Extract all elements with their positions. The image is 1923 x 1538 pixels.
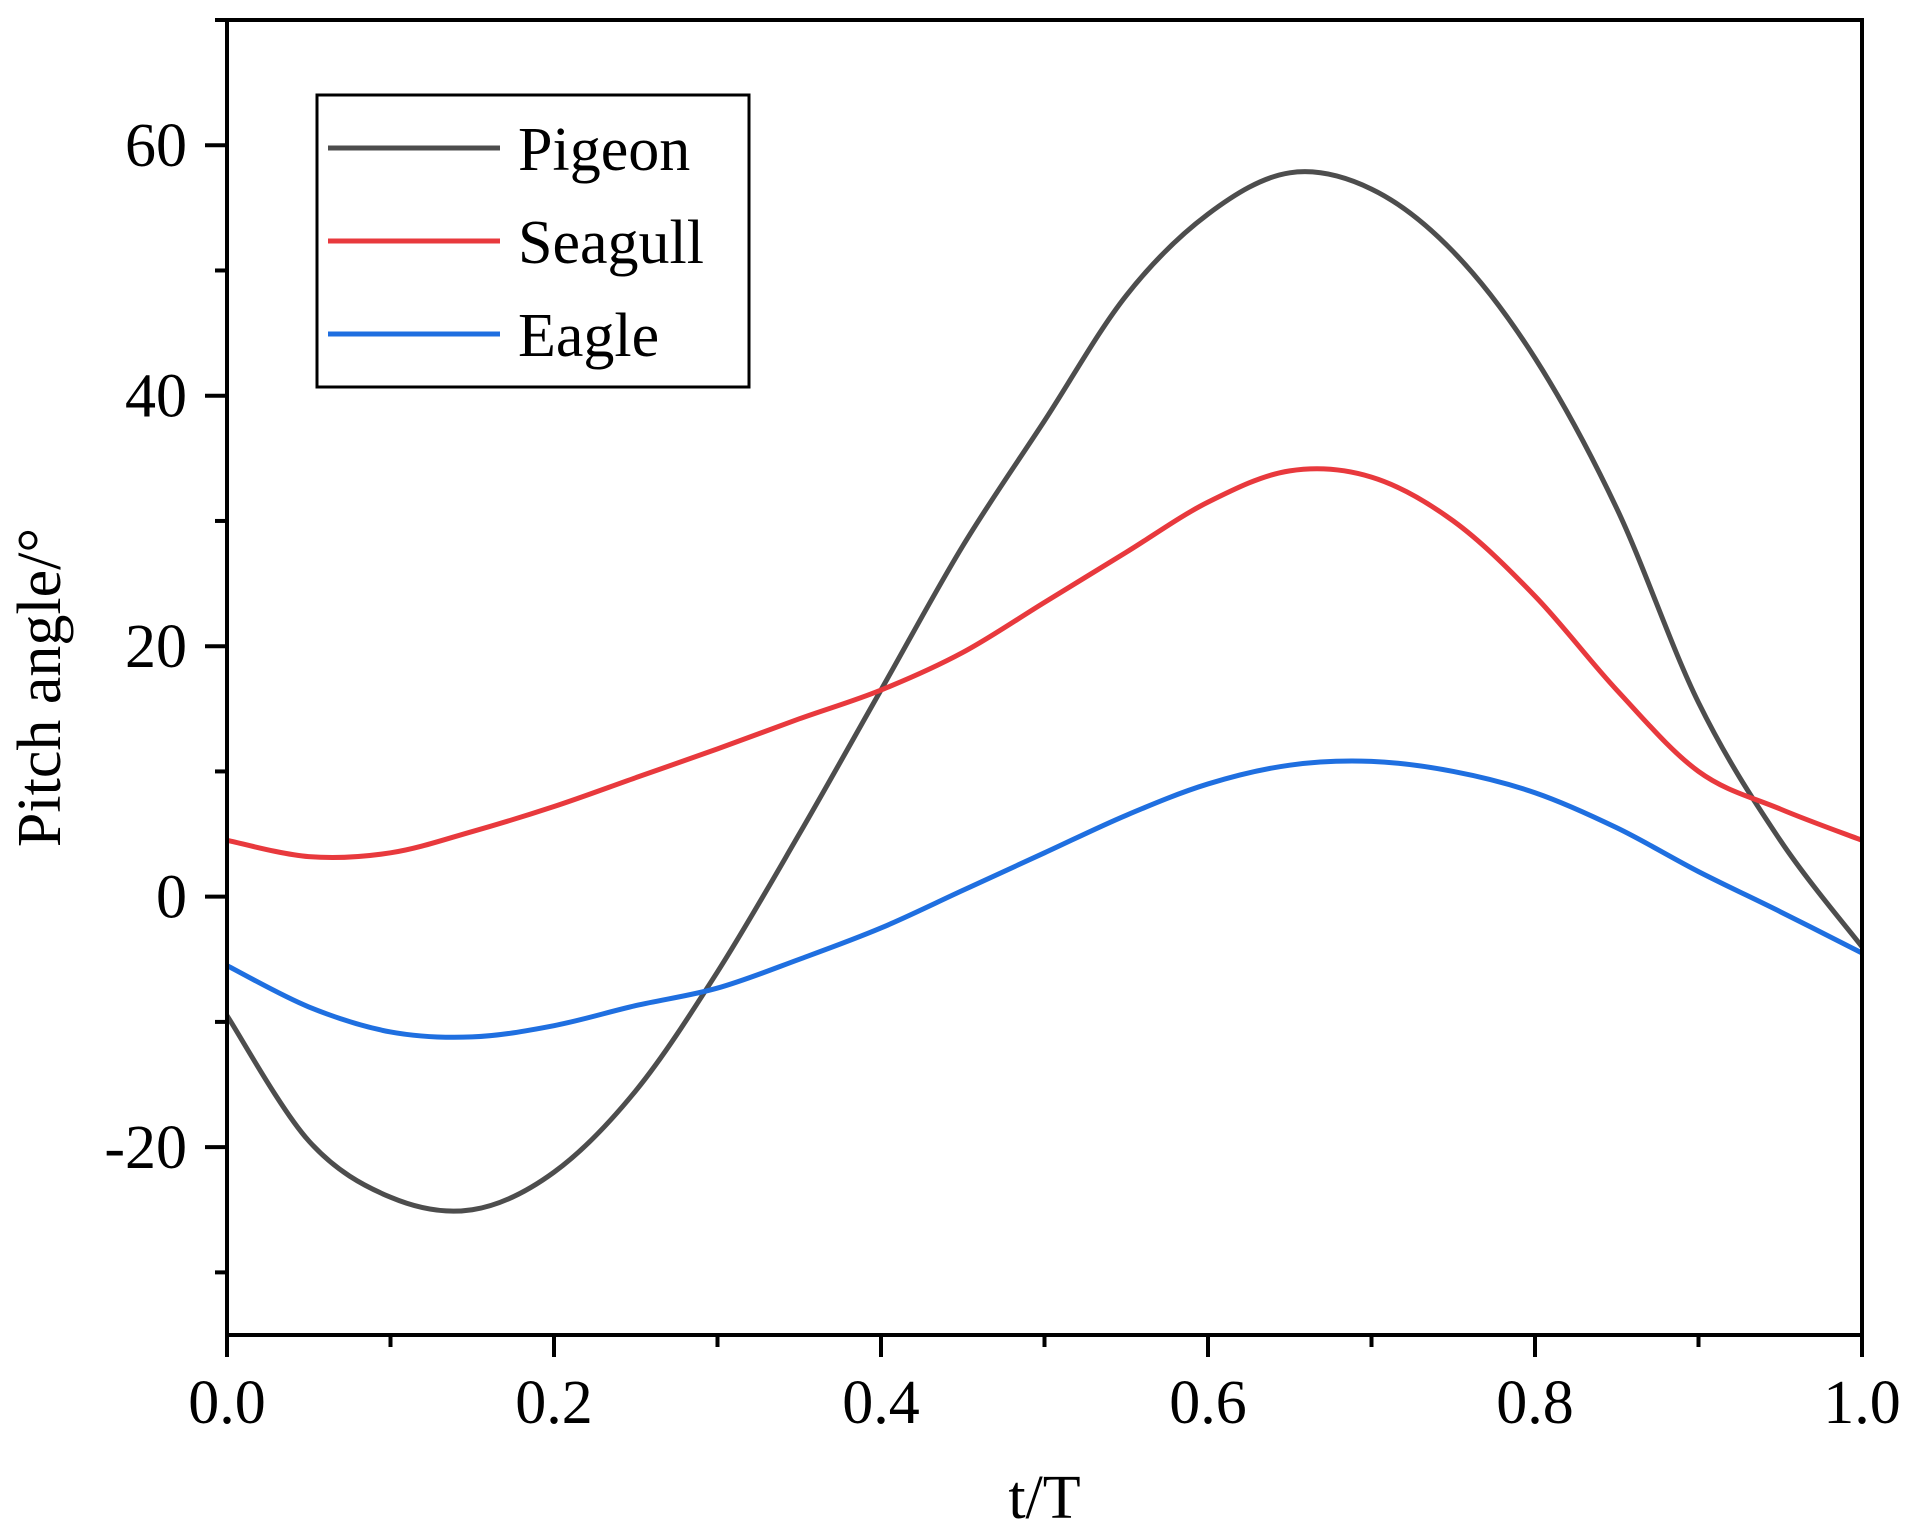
y-tick-label: 20 bbox=[125, 613, 187, 681]
y-tick-label: 60 bbox=[125, 112, 187, 180]
y-tick-label: 0 bbox=[156, 864, 187, 932]
legend-label-eagle: Eagle bbox=[518, 302, 659, 370]
legend-entry-seagull: Seagull bbox=[328, 209, 704, 277]
series-line-eagle bbox=[227, 758, 1862, 1040]
y-tick-label: 40 bbox=[125, 363, 187, 431]
x-tick-label: 0.8 bbox=[1496, 1369, 1574, 1437]
x-tick-label: 0.4 bbox=[842, 1369, 920, 1437]
x-tick-label: 0.2 bbox=[515, 1369, 593, 1437]
x-axis-title: t/T bbox=[1008, 1464, 1080, 1532]
ticks-layer: 0.0 0.2 0.4 0.6 0.8 1.0 -20 0 20 40 60 bbox=[104, 18, 1901, 1437]
legend-entries: Pigeon Seagull Eagle bbox=[328, 116, 704, 370]
series-line-seagull bbox=[227, 466, 1862, 860]
y-tick-label: -20 bbox=[104, 1114, 187, 1182]
legend-entry-eagle: Eagle bbox=[328, 302, 659, 370]
x-tick-label: 1.0 bbox=[1823, 1369, 1901, 1437]
series-layer bbox=[227, 169, 1862, 1214]
legend-entry-pigeon: Pigeon bbox=[328, 116, 690, 184]
legend-label-pigeon: Pigeon bbox=[518, 116, 690, 184]
x-tick-label: 0.6 bbox=[1169, 1369, 1247, 1437]
legend: Pigeon Seagull Eagle bbox=[315, 93, 751, 389]
y-axis-title: Pitch angle/° bbox=[6, 528, 74, 847]
x-tick-label: 0.0 bbox=[188, 1369, 266, 1437]
series-line-pigeon bbox=[227, 169, 1862, 1214]
legend-label-seagull: Seagull bbox=[518, 209, 704, 277]
